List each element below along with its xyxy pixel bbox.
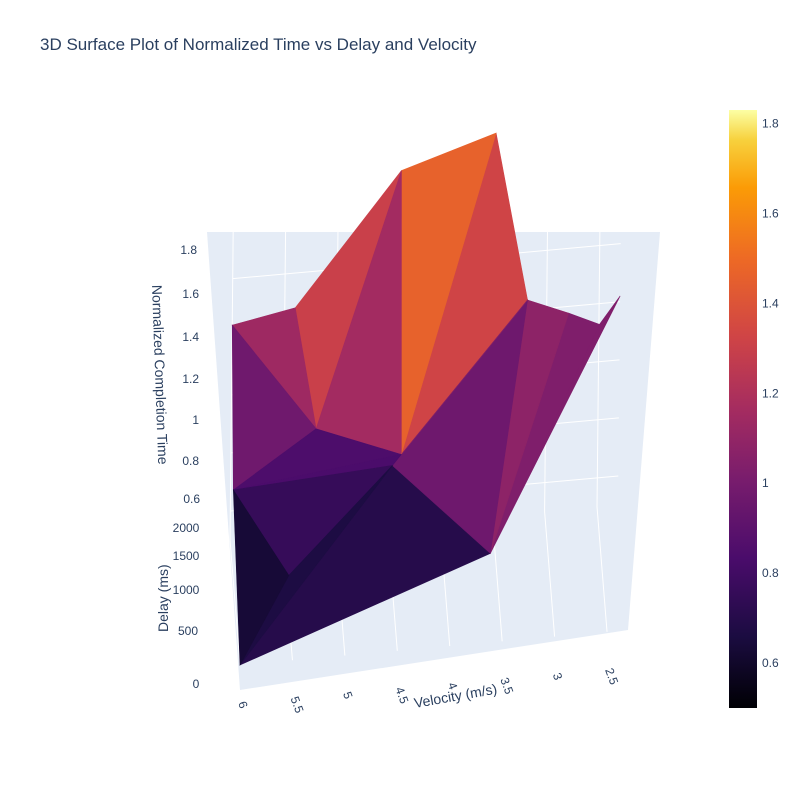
y-tick-label: 1000 bbox=[173, 583, 200, 597]
x-tick-label: 2.5 bbox=[602, 666, 621, 687]
y-tick-label: 0 bbox=[193, 677, 200, 691]
colorbar-tick-label: 0.8 bbox=[762, 566, 779, 580]
x-tick-label: 5 bbox=[340, 690, 356, 701]
colorbar bbox=[729, 110, 757, 708]
chart-title: 3D Surface Plot of Normalized Time vs De… bbox=[40, 35, 477, 54]
x-tick-label: 6 bbox=[235, 699, 251, 710]
z-grid-line bbox=[233, 127, 622, 164]
y-tick-label: 1500 bbox=[173, 549, 200, 563]
surface-facet bbox=[232, 488, 290, 667]
x-tick-label: 4.5 bbox=[392, 685, 411, 706]
x-tick-label: 3 bbox=[550, 671, 566, 682]
colorbar-ticks: 0.6 0.8 1 1.2 1.4 1.6 1.8 bbox=[762, 116, 779, 670]
colorbar-tick-label: 1.8 bbox=[762, 116, 779, 130]
axis-ticks: 6 5.5 5 4.5 4 3.5 3 2.5 0 500 1000 1500 2000 0.6 0.8 1 1… bbox=[173, 243, 622, 715]
z-tick-label: 1.4 bbox=[182, 330, 199, 344]
colorbar-tick-label: 1.6 bbox=[762, 206, 779, 220]
z-tick-label: 0.6 bbox=[183, 492, 200, 506]
colorbar-tick-label: 1.2 bbox=[762, 386, 779, 400]
colorbar-tick-label: 1 bbox=[762, 476, 769, 490]
colorbar-tick-label: 0.6 bbox=[762, 656, 779, 670]
z-tick-label: 0.8 bbox=[182, 454, 199, 468]
y-axis-title: Delay (ms) bbox=[155, 564, 171, 632]
z-tick-label: 1 bbox=[192, 413, 199, 427]
z-tick-label: 1.6 bbox=[182, 287, 199, 301]
z-axis-title: Normalized Completion Time bbox=[149, 285, 171, 465]
z-tick-label: 1.2 bbox=[182, 372, 199, 386]
surface-mesh bbox=[231, 132, 621, 667]
x-tick-label: 3.5 bbox=[497, 676, 516, 697]
z-tick-label: 1.8 bbox=[180, 243, 197, 257]
colorbar-tick-label: 1.4 bbox=[762, 296, 779, 310]
x-tick-label: 4 bbox=[445, 680, 461, 691]
y-tick-label: 2000 bbox=[173, 521, 200, 535]
x-tick-label: 5.5 bbox=[288, 695, 307, 716]
y-tick-label: 500 bbox=[178, 624, 198, 638]
